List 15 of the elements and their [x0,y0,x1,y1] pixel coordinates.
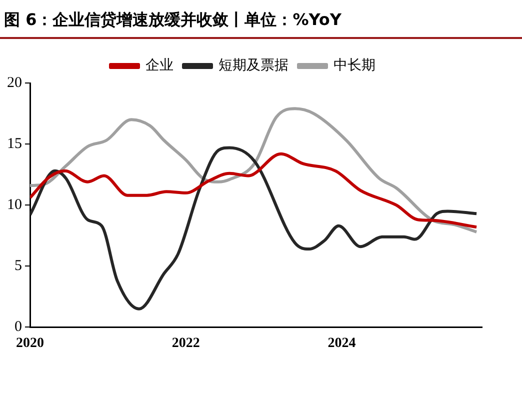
y-tick-label: 10 [7,197,22,214]
line-series [30,146,478,310]
y-tick-label: 0 [14,319,22,336]
legend-label: 企业 [146,58,174,74]
line-series [30,107,478,234]
chart-title: 图 6：企业信贷增速放缓并收敛丨单位：%YoY [3,9,342,31]
x-tick-label: 2024 [328,336,356,352]
legend-label: 中长期 [334,58,376,74]
x-tick-label: 2022 [172,336,200,352]
y-tick-label: 20 [7,74,22,91]
y-tick-label: 5 [14,258,22,274]
y-tick-label: 15 [7,136,22,152]
x-tick-label: 2020 [16,336,44,352]
line-series [30,152,478,229]
legend-label: 短期及票据 [218,58,288,74]
